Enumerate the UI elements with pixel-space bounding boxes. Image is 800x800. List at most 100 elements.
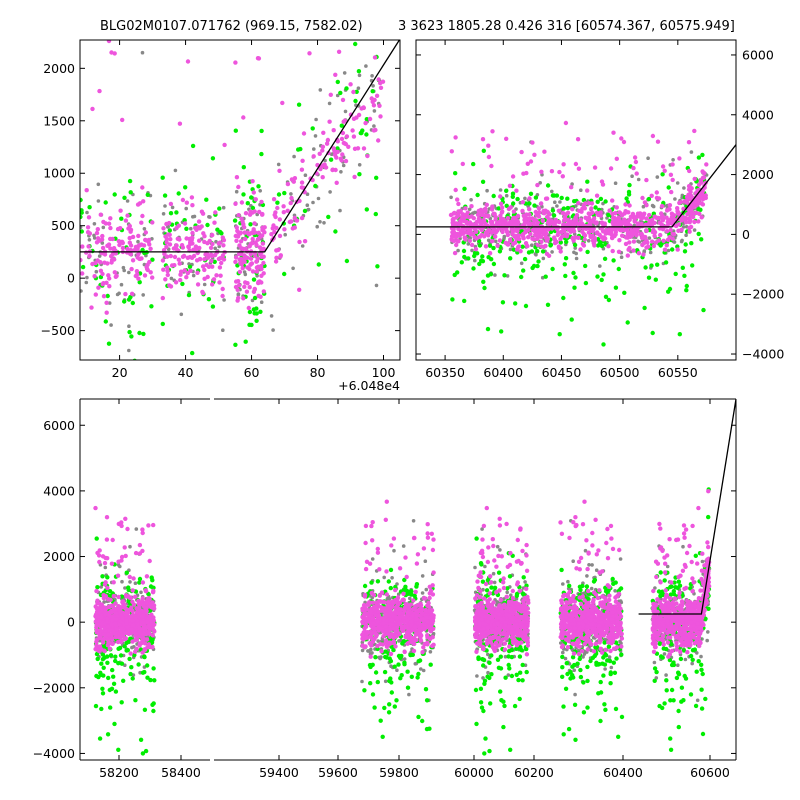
zoom-right-point-pink <box>557 219 562 225</box>
zoom-right-point-pink <box>678 200 683 205</box>
zoom-left-point-green <box>186 292 192 298</box>
zoom-left-point-green <box>338 90 343 96</box>
zoom-right-point-pink <box>523 228 529 234</box>
zoom-left-point-pink <box>146 237 152 243</box>
zoom-left-point-gray <box>127 324 131 329</box>
full-point-green <box>409 592 414 597</box>
zoom-left-point-pink <box>206 264 212 269</box>
zoom-left-point-pink <box>84 250 89 255</box>
zoom-right-point-pink <box>539 169 544 174</box>
zoom-right-point-gray <box>538 181 542 185</box>
zoom-right-point-green <box>452 272 457 278</box>
zoom-right-point-pink <box>594 193 600 198</box>
zoom-left-point-green <box>238 489 242 493</box>
zoom-left-point-pink <box>113 274 119 279</box>
zoom-right-point-green <box>540 249 546 254</box>
zoom-left-point-pink <box>166 220 172 226</box>
zoom-right-point-green <box>472 253 477 259</box>
zoom-right-point-green <box>500 300 506 305</box>
zoom-right-point-green <box>508 256 513 261</box>
zoom-left-point-green <box>328 157 334 162</box>
zoom-left-point-gray <box>221 205 226 210</box>
zoom-right-point-gray <box>675 181 680 185</box>
zoom-right-point-pink <box>571 238 576 243</box>
zoom-left-point-pink <box>129 266 134 272</box>
zoom-left-point-gray <box>192 214 197 219</box>
full-point-green <box>489 585 494 590</box>
zoom-left-point-pink <box>221 257 227 262</box>
full-point-green <box>588 658 593 664</box>
zoom-left-point-pink <box>236 184 241 190</box>
zoom-left-point-pink <box>97 238 102 243</box>
zoom-right-point-pink <box>662 247 668 252</box>
zoom-right-point-pink <box>570 207 575 212</box>
zoom-left-point-gray <box>305 203 310 207</box>
zoom-left-point-pink <box>356 112 362 118</box>
zoom-right-point-pink <box>632 155 638 160</box>
full-point-green <box>496 570 502 575</box>
zoom-right-point-pink <box>451 229 456 234</box>
zoom-left-point-pink <box>97 88 102 94</box>
zoom-left-point-pink <box>185 59 191 64</box>
zoom-left-point-green <box>127 178 133 184</box>
full-point-green <box>499 698 504 703</box>
zoom-right-point-green <box>572 199 577 204</box>
zoom-left-point-pink <box>254 269 260 274</box>
zoom-left-point-pink <box>301 131 307 136</box>
zoom-right-point-pink <box>675 206 680 211</box>
zoom-right-point-pink <box>634 171 639 176</box>
zoom-right-point-green <box>550 266 555 272</box>
full-point-green <box>140 751 146 756</box>
zoom-left-point-pink <box>214 273 219 278</box>
full-point-green <box>608 670 613 675</box>
zoom-left-point-gray <box>125 199 130 203</box>
zoom-right-point-green <box>573 275 578 280</box>
zoom-right-point-pink <box>490 238 495 244</box>
zoom-left-point-pink <box>250 179 255 184</box>
zoom-left-point-green <box>137 280 142 285</box>
zoom-right-point-pink <box>479 232 484 238</box>
zoom-left-point-pink <box>209 258 214 264</box>
zoom-right-point-pink <box>692 128 697 134</box>
zoom-left-point-pink <box>242 253 247 258</box>
full-point-green <box>368 681 373 686</box>
zoom-left-point-pink <box>371 128 377 133</box>
zoom-right-point-pink <box>486 154 492 160</box>
zoom-left-point-pink <box>251 289 257 294</box>
zoom-right-point-green <box>660 172 665 177</box>
zoom-right-ytick-label: 6000 <box>742 47 774 62</box>
zoom-left-xtick-label: 40 <box>178 365 194 380</box>
zoom-left-point-gray <box>342 71 347 75</box>
zoom-left-point-green <box>248 588 252 592</box>
full-point-green <box>613 580 618 585</box>
zoom-right-point-green <box>613 285 619 290</box>
zoom-right-ytick-label: −4000 <box>742 347 784 362</box>
full-point-gray <box>360 679 364 684</box>
zoom-right-point-pink <box>467 238 472 243</box>
zoom-right-point-pink <box>613 232 618 237</box>
full-point-green <box>97 736 103 741</box>
zoom-right-point-pink <box>544 238 550 243</box>
zoom-right-point-pink <box>700 202 706 207</box>
zoom-right-point-pink <box>668 172 674 177</box>
full-point-gray <box>664 673 668 677</box>
zoom-right-point-pink <box>518 249 523 254</box>
full-point-green <box>424 698 430 703</box>
zoom-right-point-pink <box>483 244 489 249</box>
zoom-right-point-pink <box>458 218 463 223</box>
zoom-right-point-pink <box>629 231 634 236</box>
zoom-left-point-pink <box>339 158 344 163</box>
full-point-green <box>480 579 486 584</box>
full-point-green <box>700 671 705 677</box>
zoom-right-point-pink <box>574 213 580 218</box>
zoom-left-point-pink <box>108 225 113 231</box>
full-point-green <box>151 666 156 671</box>
zoom-right-point-pink <box>527 196 532 201</box>
zoom-left-point-gray <box>179 312 184 317</box>
zoom-left-point-pink <box>200 290 206 296</box>
zoom-right-point-pink <box>527 207 532 212</box>
zoom-left-point-green <box>243 339 248 344</box>
zoom-left-point-green <box>169 533 173 537</box>
zoom-left-xtick-label: 100 <box>372 365 396 380</box>
zoom-left-point-gray <box>370 74 374 78</box>
